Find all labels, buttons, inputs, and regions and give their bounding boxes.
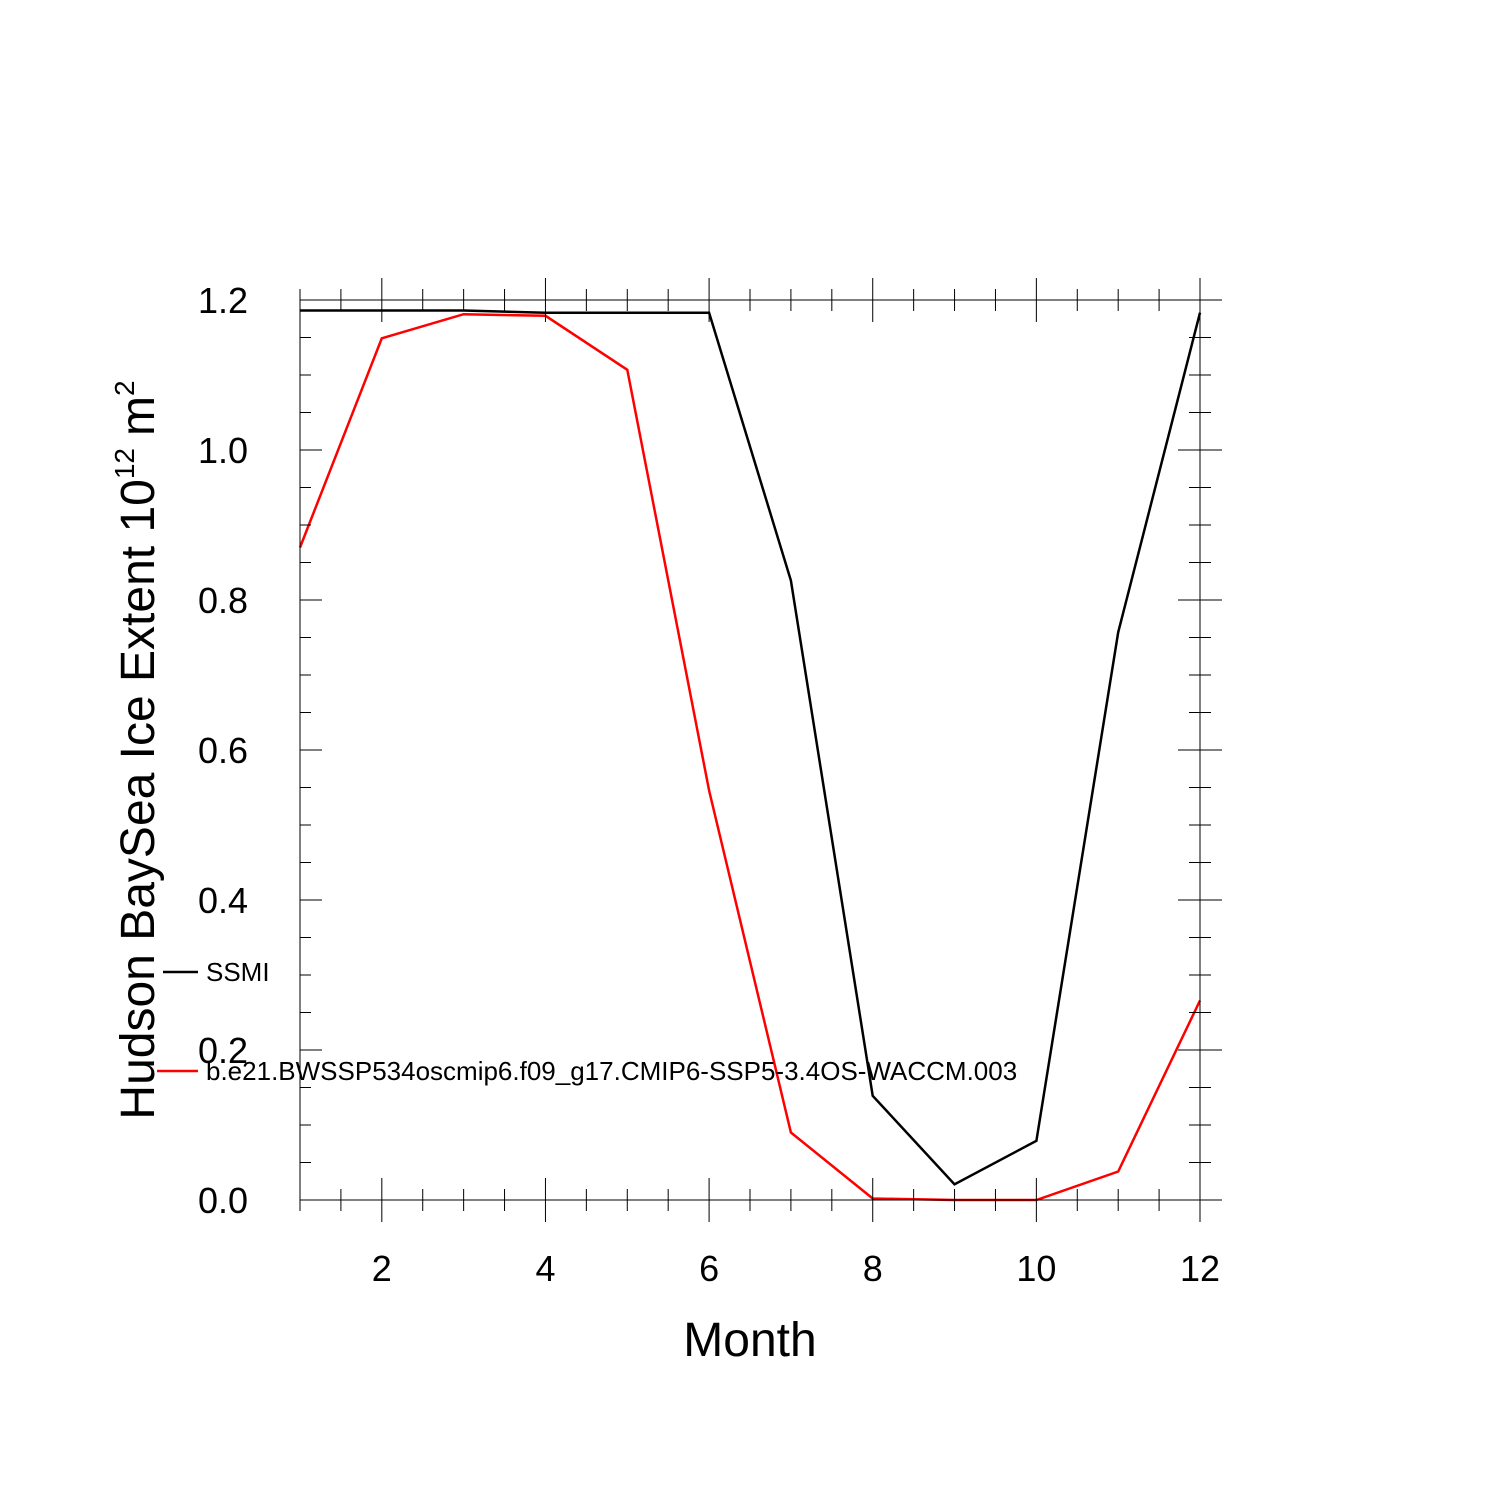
tick-layer	[299, 278, 1222, 1222]
y-axis-title-unit: m	[112, 396, 165, 436]
x-tick-label: 8	[863, 1248, 883, 1289]
series-line-2	[298, 312, 1202, 1202]
legend-label-1: SSMI	[206, 957, 270, 987]
x-tick-label: 2	[372, 1248, 392, 1289]
y-tick-label: 0.6	[198, 730, 248, 771]
x-tick-label: 10	[1016, 1248, 1056, 1289]
y-axis-title-main: Hudson BaySea Ice Extent 10	[112, 479, 165, 1119]
y-tick-label: 1.2	[198, 280, 248, 321]
legend: SSMI b.e21.BWSSP534oscmip6.f09_g17.CMIP6-…	[157, 957, 1017, 1086]
series-layer	[298, 309, 1202, 1202]
y-tick-label: 0.2	[198, 1030, 248, 1071]
legend-label-2: b.e21.BWSSP534oscmip6.f09_g17.CMIP6-SSP5…	[206, 1056, 1017, 1086]
y-tick-label: 0.8	[198, 580, 248, 621]
y-axis-title-unit-exponent: 2	[109, 380, 140, 396]
series-line-1	[300, 309, 1202, 1186]
x-tick-label: 6	[699, 1248, 719, 1289]
x-axis-title: Month	[683, 1314, 816, 1367]
x-tick-label: 12	[1180, 1248, 1220, 1289]
y-tick-label: 0.0	[198, 1180, 248, 1221]
y-tick-label: 0.4	[198, 880, 248, 921]
y-tick-label: 1.0	[198, 430, 248, 471]
tick-label-layer: 2 4 6 8 10 12 0.0 0.2 0.4 0.6 0.8 1.0 1.2	[198, 280, 1220, 1289]
y-axis-title-exponent: 12	[109, 448, 140, 479]
x-tick-label: 4	[535, 1248, 555, 1289]
y-axis-title: Hudson BaySea Ice Extent 1012 m2	[109, 380, 165, 1119]
